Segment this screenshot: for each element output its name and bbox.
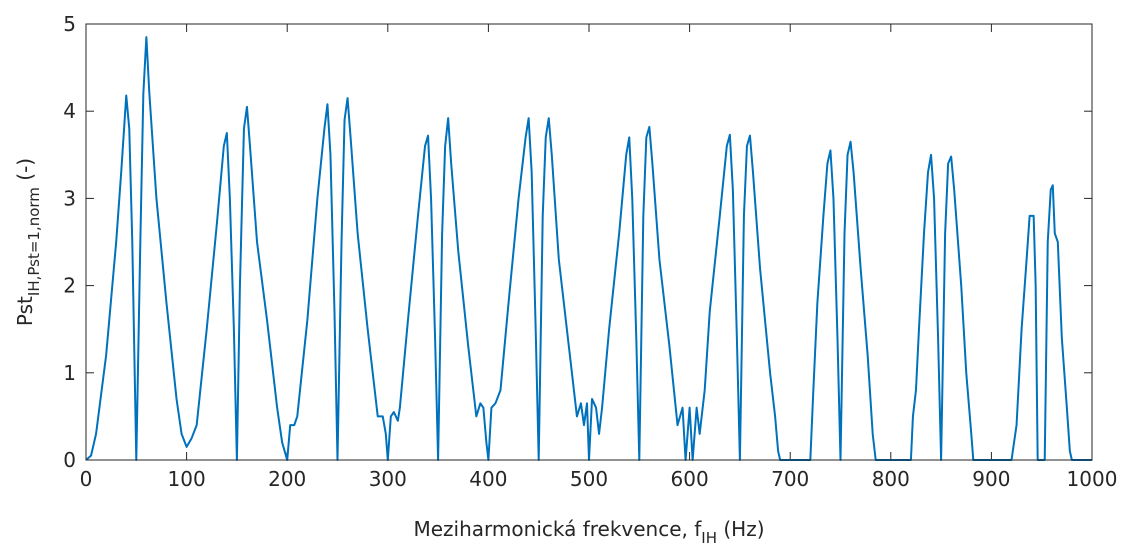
x-tick-label: 300: [369, 467, 407, 491]
y-tick-label: 2: [63, 274, 76, 298]
plot-frame: [85, 23, 1093, 461]
data-line: [85, 36, 1092, 461]
x-tick-label: 800: [872, 467, 910, 491]
y-label-main: Pst: [13, 296, 37, 326]
y-tick-label: 0: [63, 448, 76, 472]
y-label-suffix: (-): [13, 158, 37, 187]
y-tick-label: 1: [63, 361, 76, 385]
x-tick-label: 500: [570, 467, 608, 491]
y-tick-label: 3: [63, 186, 76, 210]
x-tick-label: 200: [268, 467, 306, 491]
y-label-sub: IH,Pst=1,norm: [25, 187, 43, 296]
y-tick-label: 5: [63, 12, 76, 36]
x-tick-label: 900: [972, 467, 1010, 491]
y-axis-label: PstIH,Pst=1,norm (-): [13, 158, 43, 326]
x-tick-label: 700: [771, 467, 809, 491]
x-label-suffix: (Hz): [717, 517, 765, 541]
x-tick-label: 0: [80, 467, 93, 491]
x-label-main: Meziharmonická frekvence, f: [414, 517, 703, 541]
x-tick-label: 600: [671, 467, 709, 491]
x-tick-label: 1000: [1067, 467, 1118, 491]
x-tick-label: 100: [168, 467, 206, 491]
y-tick-label: 4: [63, 99, 76, 123]
x-tick-label: 400: [469, 467, 507, 491]
x-label-sub: IH: [701, 529, 717, 547]
x-axis-label: Meziharmonická frekvence, fIH (Hz): [414, 517, 765, 547]
